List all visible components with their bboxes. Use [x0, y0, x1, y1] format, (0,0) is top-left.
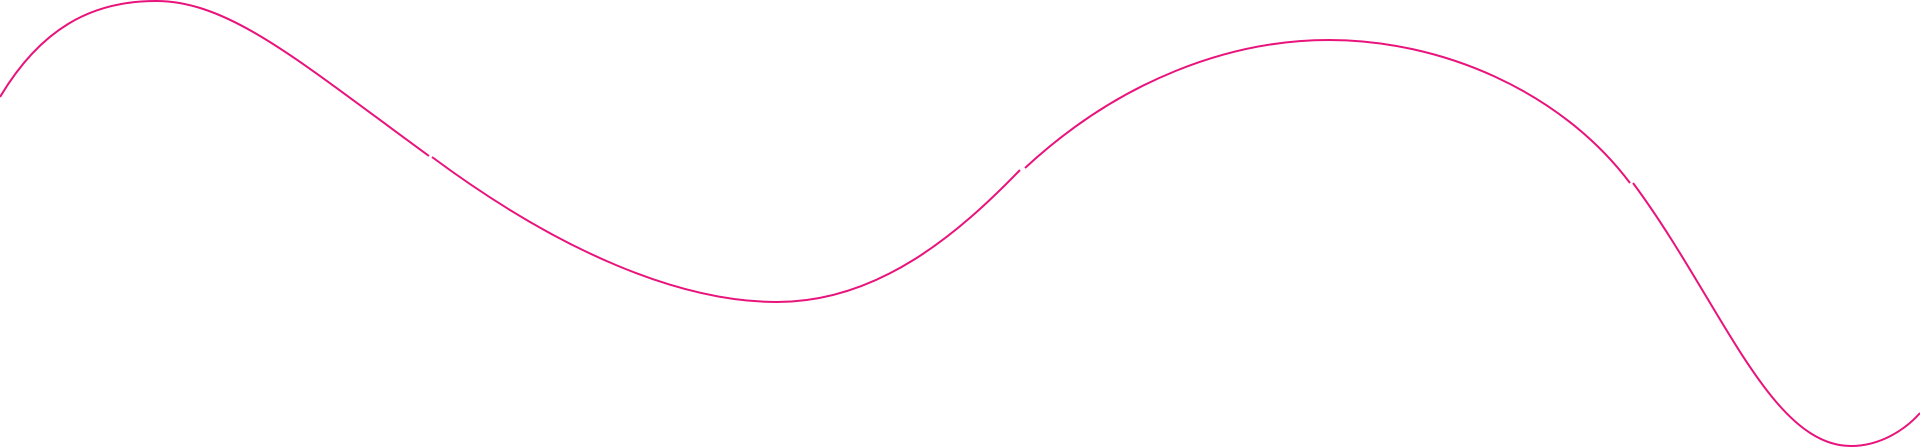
wave-segment-3 [1024, 38, 1631, 184]
wave-segment-4 [1632, 182, 1920, 447]
wave-segment-2 [431, 156, 1021, 304]
wave-segment-1 [0, 0, 430, 157]
